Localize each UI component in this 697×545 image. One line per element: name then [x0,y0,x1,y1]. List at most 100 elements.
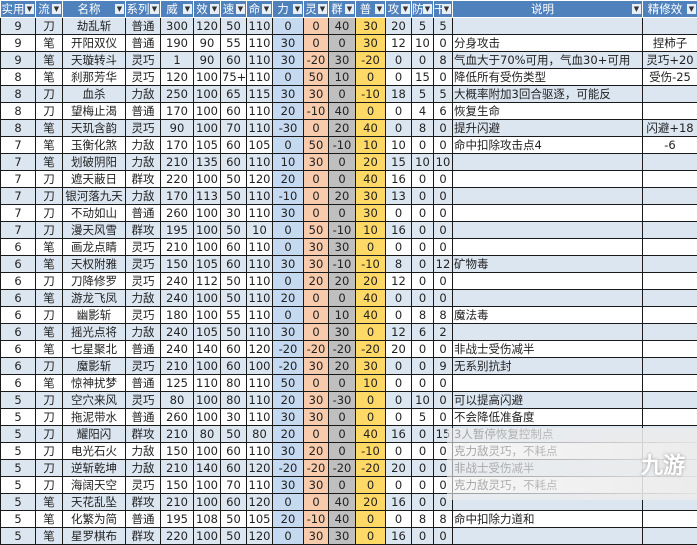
table-cell[interactable]: 100 [194,205,221,222]
table-cell[interactable]: 笔 [36,494,63,511]
table-cell[interactable]: -20 [329,341,356,358]
table-cell[interactable]: 0 [386,511,412,528]
table-cell[interactable]: 0 [273,69,304,86]
table-cell[interactable]: 12 [386,35,412,52]
table-cell[interactable]: 5 [1,511,36,528]
table-cell[interactable]: 20 [386,341,412,358]
table-cell[interactable]: 命中扣除攻击点4 [453,137,643,154]
table-cell[interactable]: 120 [247,341,273,358]
table-cell[interactable]: 0 [412,494,434,511]
table-cell[interactable]: -10 [356,443,386,460]
column-header[interactable]: 效▼ [194,1,221,18]
filter-dropdown-icon[interactable]: ▼ [318,4,327,14]
table-cell[interactable]: 16 [386,494,412,511]
table-cell[interactable]: 普通 [126,18,161,35]
table-cell[interactable]: 60 [221,256,247,273]
table-cell[interactable]: 9 [1,35,36,52]
table-cell[interactable]: 0 [329,443,356,460]
table-cell[interactable]: 90 [161,120,194,137]
table-cell[interactable]: 10 [412,392,434,409]
table-cell[interactable]: 10 [386,137,412,154]
table-cell[interactable]: 笔 [36,52,63,69]
table-cell[interactable]: 不动如山 [63,205,126,222]
table-cell[interactable]: 40 [356,171,386,188]
table-cell[interactable]: 笔 [36,341,63,358]
table-cell[interactable]: 150 [161,256,194,273]
table-cell[interactable]: 100 [194,409,221,426]
table-cell[interactable]: 0 [412,528,434,545]
table-cell[interactable]: 提升闪避 [453,120,643,137]
table-cell[interactable]: 170 [161,137,194,154]
table-cell[interactable]: 5 [1,392,36,409]
table-cell[interactable]: 5 [1,460,36,477]
table-cell[interactable]: 105 [194,324,221,341]
table-cell[interactable]: 刀 [36,188,63,205]
table-cell[interactable]: 0 [386,69,412,86]
table-cell[interactable]: 力敌 [126,290,161,307]
table-cell[interactable]: 108 [194,511,221,528]
table-cell[interactable]: 灵巧 [126,477,161,494]
table-cell[interactable]: 刀 [36,18,63,35]
table-cell[interactable]: 110 [247,239,273,256]
table-cell[interactable]: 笔 [36,239,63,256]
table-cell[interactable]: -20 [273,460,304,477]
table-cell[interactable]: 普通 [126,205,161,222]
table-cell[interactable]: 40 [329,103,356,120]
table-cell[interactable]: 力敌 [126,443,161,460]
table-cell[interactable]: 力敌 [126,86,161,103]
table-cell[interactable]: 40 [356,307,386,324]
table-cell[interactable]: 0 [412,443,434,460]
table-cell[interactable]: 6 [1,375,36,392]
table-cell[interactable]: 5 [1,443,36,460]
table-cell[interactable]: -10 [329,256,356,273]
table-cell[interactable]: 灵巧 [126,52,161,69]
table-cell[interactable]: 刀 [36,443,63,460]
table-cell[interactable]: 40 [329,511,356,528]
table-cell[interactable] [643,341,697,358]
table-cell[interactable]: 110 [247,409,273,426]
table-cell[interactable]: 8 [434,511,453,528]
table-cell[interactable]: 0 [434,409,453,426]
table-cell[interactable]: 力敌 [126,324,161,341]
table-cell[interactable]: 5 [1,494,36,511]
table-cell[interactable]: 0 [356,528,386,545]
table-cell[interactable]: 110 [247,18,273,35]
table-cell[interactable]: 9 [1,18,36,35]
table-cell[interactable]: 12 [386,273,412,290]
table-cell[interactable]: 110 [247,477,273,494]
filter-dropdown-icon[interactable]: ▼ [632,4,641,14]
table-cell[interactable]: 普通 [126,35,161,52]
table-cell[interactable]: 拖泥带水 [63,409,126,426]
table-cell[interactable]: 105 [247,137,273,154]
table-cell[interactable]: 0 [356,69,386,86]
table-cell[interactable]: -20 [356,52,386,69]
table-cell[interactable]: 50 [273,375,304,392]
table-cell[interactable]: 0 [412,239,434,256]
table-cell[interactable]: 刀 [36,205,63,222]
table-cell[interactable]: 80 [221,375,247,392]
table-cell[interactable]: -30 [273,120,304,137]
table-cell[interactable]: 笔 [36,69,63,86]
column-header[interactable]: 灵▼ [304,1,329,18]
table-cell[interactable]: 100 [194,494,221,511]
table-cell[interactable]: 7 [1,137,36,154]
table-cell[interactable] [643,103,697,120]
table-cell[interactable]: 100 [194,171,221,188]
table-cell[interactable]: 0 [329,171,356,188]
table-cell[interactable]: 100 [194,358,221,375]
table-cell[interactable] [643,375,697,392]
table-cell[interactable]: 0 [329,154,356,171]
table-cell[interactable]: 10 [356,375,386,392]
table-cell[interactable]: 50 [221,18,247,35]
table-cell[interactable]: 30 [273,35,304,52]
table-cell[interactable]: 110 [247,35,273,52]
table-cell[interactable]: 天花乱坠 [63,494,126,511]
column-header[interactable]: 威▼ [161,1,194,18]
table-cell[interactable]: 刀 [36,426,63,443]
column-header[interactable]: 实用▼ [1,1,36,18]
table-cell[interactable]: 普通 [126,375,161,392]
table-cell[interactable]: 游龙飞凤 [63,290,126,307]
table-cell[interactable]: 7 [1,188,36,205]
table-cell[interactable]: -10 [273,188,304,205]
table-cell[interactable]: 0 [329,290,356,307]
